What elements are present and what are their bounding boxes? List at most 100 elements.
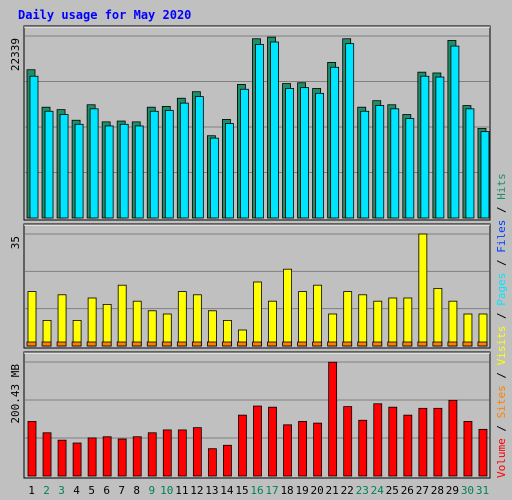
volume-bar (358, 419, 368, 477)
files-bar (390, 108, 400, 219)
volume-bar (373, 403, 383, 477)
day-label: 2 (43, 484, 50, 497)
visits-bar (253, 281, 262, 347)
files-bar (240, 88, 249, 219)
files-bar (330, 66, 340, 219)
y-max-label: 35 (9, 236, 22, 249)
visits-bar (463, 313, 473, 347)
day-label: 9 (148, 484, 155, 497)
sites-bar (252, 341, 262, 347)
files-bar (270, 41, 279, 219)
files-bar (300, 87, 309, 219)
sites-bar (282, 341, 292, 347)
legend-item: Sites (495, 385, 508, 418)
visits-bar (388, 297, 398, 347)
sites-bar (477, 341, 488, 347)
legend-item: Hits (495, 173, 508, 200)
sites-bar (26, 341, 37, 347)
volume-bar (132, 436, 142, 477)
sites-bar (267, 341, 277, 347)
sites-bar (327, 341, 338, 347)
sites-bar (342, 341, 353, 347)
sites-bar (297, 341, 307, 347)
visits-bar (27, 291, 37, 347)
visits-bar (418, 233, 428, 347)
day-label: 30 (461, 484, 474, 497)
day-label: 4 (73, 484, 80, 497)
volume-bar (207, 448, 217, 477)
visits-bar (87, 297, 97, 347)
sites-bar (222, 341, 232, 347)
files-bar (360, 110, 370, 219)
visits-bar (192, 294, 202, 347)
day-label: 15 (235, 484, 248, 497)
volume-bar (268, 406, 277, 477)
legend-separator: / (495, 306, 508, 326)
sites-bar (56, 341, 67, 347)
volume-bar (57, 439, 67, 477)
day-label: 6 (103, 484, 110, 497)
legend-item: Visits (495, 326, 508, 366)
sites-bar (447, 341, 458, 347)
chart-title: Daily usage for May 2020 (18, 8, 191, 22)
files-bar (194, 96, 204, 219)
chart-legend: Volume / Sites / Visits / Pages / Files … (495, 173, 508, 478)
day-label: 25 (386, 484, 399, 497)
files-bar (435, 76, 445, 219)
sites-bar (41, 341, 52, 347)
files-bar (164, 110, 174, 219)
files-bar (209, 137, 219, 219)
volume-bar (298, 420, 307, 477)
visits-bar (283, 268, 292, 347)
files-bar (480, 131, 490, 219)
sites-bar (101, 341, 112, 347)
legend-item: Pages (495, 273, 508, 306)
volume-bar (463, 420, 473, 477)
volume-bar (102, 436, 112, 477)
volume-bar (223, 444, 232, 477)
volume-bar (177, 429, 187, 477)
visits-bar (102, 303, 112, 347)
sites-bar (86, 341, 97, 347)
day-label: 10 (160, 484, 173, 497)
files-bar (450, 45, 460, 219)
sites-bar (462, 341, 473, 347)
volume-bar (328, 361, 338, 477)
sites-bar (387, 341, 398, 347)
volume-bar (162, 429, 172, 477)
volume-bar (147, 432, 157, 477)
visits-bar (313, 284, 323, 347)
panel-2: 35 (9, 223, 491, 349)
visits-bar (403, 297, 413, 347)
day-label: 7 (118, 484, 125, 497)
visits-bar (373, 300, 383, 347)
chart-panels: 22339 35 200.43 MB (9, 25, 491, 479)
files-bar (29, 75, 39, 219)
legend-separator: / (495, 365, 508, 385)
files-bar (74, 123, 84, 219)
visits-bar (207, 310, 217, 347)
files-bar (420, 75, 430, 219)
day-label: 3 (58, 484, 65, 497)
files-bar (285, 88, 294, 219)
legend-separator: / (495, 253, 508, 273)
sites-bar (237, 341, 247, 347)
files-bar (179, 102, 189, 219)
visits-bar (162, 313, 172, 347)
day-label: 12 (190, 484, 203, 497)
visits-bar (117, 284, 127, 347)
visits-bar (177, 291, 187, 347)
volume-bar (117, 438, 127, 477)
files-bar (104, 125, 114, 219)
legend-separator: / (495, 418, 508, 438)
files-bar (345, 43, 355, 219)
day-label: 1 (28, 484, 35, 497)
day-label: 19 (295, 484, 308, 497)
sites-bar (312, 341, 323, 347)
visits-bar (298, 291, 307, 347)
volume-bar (87, 437, 97, 477)
files-bar (149, 110, 159, 219)
sites-bar (417, 341, 428, 347)
files-bar (89, 108, 99, 219)
day-label: 21 (326, 484, 339, 497)
